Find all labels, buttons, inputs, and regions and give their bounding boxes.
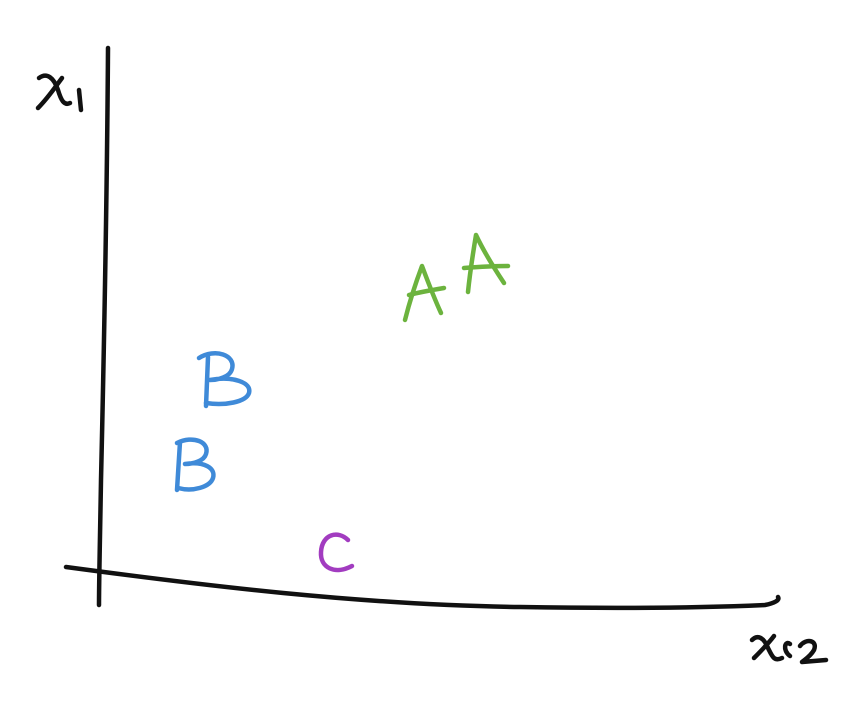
- point-a-1: A: [402, 263, 447, 323]
- point-b-2: B: [174, 437, 216, 493]
- point-b-1: B: [196, 351, 252, 409]
- point-c: C: [318, 532, 355, 573]
- x-axis-line: [63, 564, 781, 611]
- x-axis-label: x2: [749, 633, 829, 665]
- y-axis-line: [96, 45, 111, 608]
- point-a-2: A: [461, 232, 511, 295]
- y-axis-label: x1: [35, 73, 84, 113]
